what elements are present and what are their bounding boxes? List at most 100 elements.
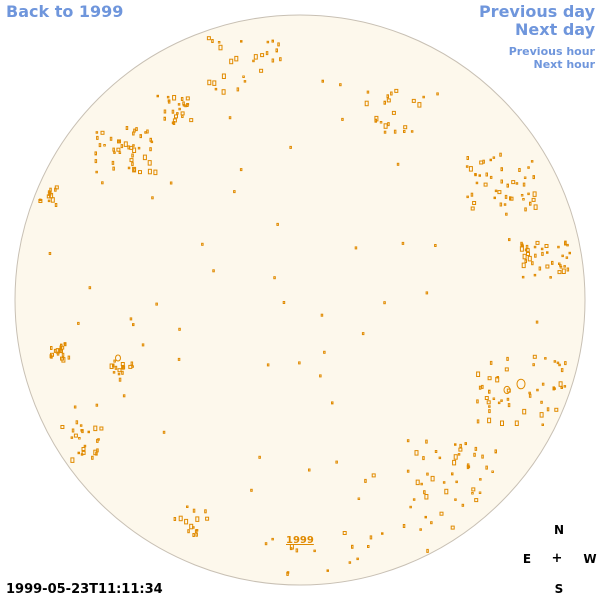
feature-mark [522,198,525,201]
feature-mark [132,131,135,136]
feature-mark [98,143,102,148]
feature-mark [319,374,322,378]
feature-mark [478,491,482,494]
feature-mark [494,449,497,454]
feature-mark [430,521,433,525]
feature-mark [478,385,482,390]
feature-mark [265,51,269,56]
feature-mark [109,136,113,141]
feature-mark [117,372,121,376]
feature-mark [189,118,194,123]
year-marker-link[interactable]: 1999 [286,535,314,546]
feature-mark [500,399,503,402]
feature-mark [120,144,124,149]
feature-mark [487,417,492,424]
feature-mark [544,357,547,360]
feature-mark [91,455,94,460]
feature-mark [425,291,429,295]
feature-mark [401,241,405,245]
feature-mark [60,349,63,354]
feature-mark [195,529,199,532]
feature-mark [468,166,473,172]
feature-mark [80,429,83,432]
feature-mark [132,323,135,327]
feature-mark [259,68,264,73]
feature-mark [186,505,189,508]
feature-mark [549,276,552,279]
feature-mark [452,459,457,466]
next-hour-link[interactable]: Next hour [533,58,596,71]
feature-mark [422,95,425,99]
feature-mark [371,473,376,478]
feature-mark [93,449,98,456]
previous-hour-link[interactable]: Previous hour [508,45,595,58]
feature-mark [492,156,496,159]
feature-mark [212,269,215,273]
feature-mark [524,207,527,212]
feature-mark [298,361,301,365]
feature-mark [88,286,92,290]
feature-mark [178,107,181,111]
feature-mark [266,40,270,44]
feature-mark [558,381,563,387]
feature-mark [541,382,545,386]
feature-mark [474,173,477,177]
feature-mark [541,423,544,426]
feature-mark [491,470,494,473]
feature-mark [492,397,496,400]
feature-mark [535,320,539,324]
feature-mark [132,166,137,173]
feature-mark [486,400,491,405]
feature-mark [411,98,416,103]
feature-mark [233,190,236,194]
feature-mark [527,192,530,196]
feature-mark [78,437,81,440]
feature-mark [129,158,134,163]
feature-mark [139,134,142,139]
feature-mark [473,452,476,457]
feature-mark [546,251,549,254]
feature-mark [568,251,571,255]
feature-mark [367,545,370,548]
feature-mark [511,180,516,185]
back-to-year-link[interactable]: Back to 1999 [6,2,124,21]
feature-mark [442,481,446,484]
feature-mark [366,90,370,94]
feature-mark [77,321,80,325]
feature-mark [387,122,390,127]
feature-mark [383,301,386,305]
feature-mark [481,384,484,389]
feature-mark [236,87,240,92]
feature-mark [204,509,207,514]
feature-mark [335,460,338,464]
feature-mark [565,256,569,259]
feature-mark [561,254,564,258]
feature-mark [192,533,195,537]
feature-mark [295,548,299,553]
feature-mark [195,516,200,522]
feature-mark [176,112,179,115]
feature-mark [540,247,544,251]
feature-mark [264,542,268,546]
feature-mark [132,147,137,153]
feature-mark [180,111,185,116]
feature-mark [383,100,386,105]
feature-mark [177,357,181,361]
feature-mark [348,561,352,564]
feature-mark [95,403,99,407]
feature-mark [419,528,422,531]
feature-mark [205,516,210,521]
feature-mark [386,94,389,99]
next-day-link[interactable]: Next day [515,20,595,39]
feature-mark [476,371,481,377]
previous-day-link[interactable]: Previous day [478,2,595,21]
feature-mark [95,131,99,134]
feature-mark [364,100,369,107]
feature-mark [49,187,52,192]
feature-mark [515,182,519,185]
feature-mark [531,261,534,266]
feature-mark [326,569,329,572]
feature-mark [483,182,488,187]
feature-mark [551,260,554,265]
feature-mark [218,44,223,51]
